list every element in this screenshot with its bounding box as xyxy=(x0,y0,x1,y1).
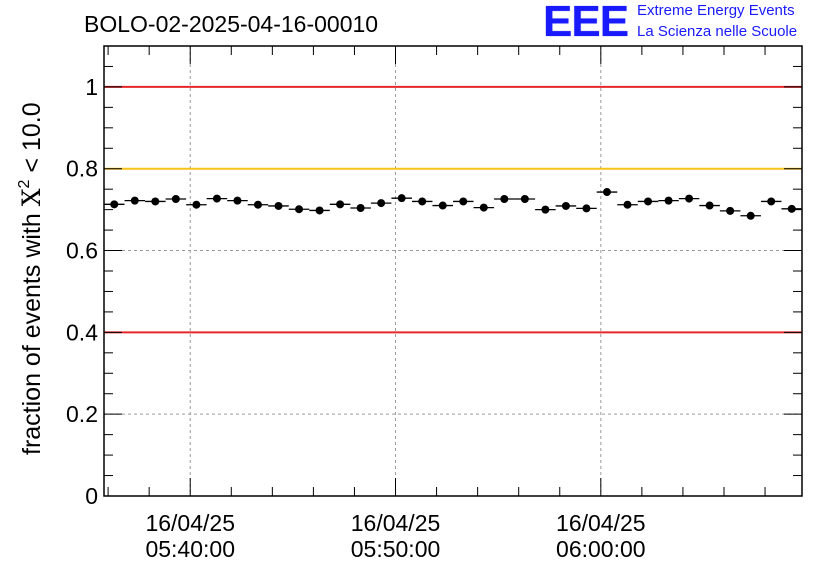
data-point xyxy=(315,206,324,215)
data-point xyxy=(233,196,242,205)
logo-text-line1: Extreme Energy Events xyxy=(637,2,795,19)
chart-title: BOLO-02-2025-04-16-00010 xyxy=(84,11,379,37)
data-point xyxy=(253,200,262,209)
data-point xyxy=(500,195,509,203)
y-axis-title-superscript: 2 xyxy=(16,179,33,188)
data-point xyxy=(110,200,119,209)
x-tick-time-label: 05:40:00 xyxy=(145,536,235,562)
data-point xyxy=(664,196,673,205)
data-point xyxy=(459,197,468,206)
data-point xyxy=(151,197,160,206)
reference-lines xyxy=(104,85,802,334)
data-point xyxy=(685,194,694,203)
data-point xyxy=(479,203,488,212)
data-point xyxy=(418,197,427,206)
data-point xyxy=(356,204,365,212)
data-point xyxy=(726,206,735,215)
data-point xyxy=(397,194,406,203)
data-point xyxy=(438,201,447,210)
grid-layer xyxy=(104,46,802,496)
data-point xyxy=(192,200,201,209)
y-tick-label: 0.4 xyxy=(66,319,98,345)
y-tick-label: 0.6 xyxy=(66,238,98,264)
data-point xyxy=(705,201,714,210)
data-point xyxy=(377,199,386,208)
y-axis-label: fraction of events with X2 < 10.0 xyxy=(16,102,46,455)
data-points xyxy=(104,188,802,220)
x-tick-date-label: 16/04/25 xyxy=(145,510,235,536)
data-point xyxy=(746,211,755,220)
data-point xyxy=(336,200,345,209)
y-axis-title-main: fraction of events with xyxy=(18,206,46,455)
data-point xyxy=(767,197,776,206)
y-tick-label: 0 xyxy=(85,483,98,509)
data-point xyxy=(520,195,529,203)
data-point xyxy=(623,200,632,209)
data-point xyxy=(274,201,283,210)
y-axis-title: fraction of events with X2 < 10.0 xyxy=(16,102,46,455)
data-point xyxy=(602,188,611,197)
x-tick-time-label: 06:00:00 xyxy=(556,536,646,562)
plot-frame xyxy=(103,45,803,497)
data-point xyxy=(295,205,304,214)
data-point xyxy=(582,204,591,213)
x-tick-date-label: 16/04/25 xyxy=(556,510,646,536)
data-point xyxy=(787,204,796,213)
y-axis-title-chi-symbol: X xyxy=(17,188,46,206)
data-point xyxy=(171,195,180,203)
data-point xyxy=(212,194,221,203)
plot-border xyxy=(103,45,803,497)
x-tick-date-label: 16/04/25 xyxy=(351,510,441,536)
data-point xyxy=(130,196,139,205)
logo-text-line2: La Scienza nelle Scuole xyxy=(637,23,798,40)
y-tick-label: 0.8 xyxy=(66,156,98,182)
eee-logo: EEE xyxy=(543,0,629,46)
y-axis: 0 0.2 0.4 0.6 0.8 1 xyxy=(66,45,802,509)
y-tick-label: 1 xyxy=(85,74,98,100)
data-point xyxy=(541,205,550,214)
data-point xyxy=(644,197,653,206)
y-tick-label: 0.2 xyxy=(66,401,98,427)
y-axis-title-tail: < 10.0 xyxy=(18,102,46,179)
x-axis: 16/04/2505:40:0016/04/2505:50:0016/04/25… xyxy=(107,46,766,562)
data-point xyxy=(561,201,570,210)
x-tick-time-label: 05:50:00 xyxy=(351,536,441,562)
